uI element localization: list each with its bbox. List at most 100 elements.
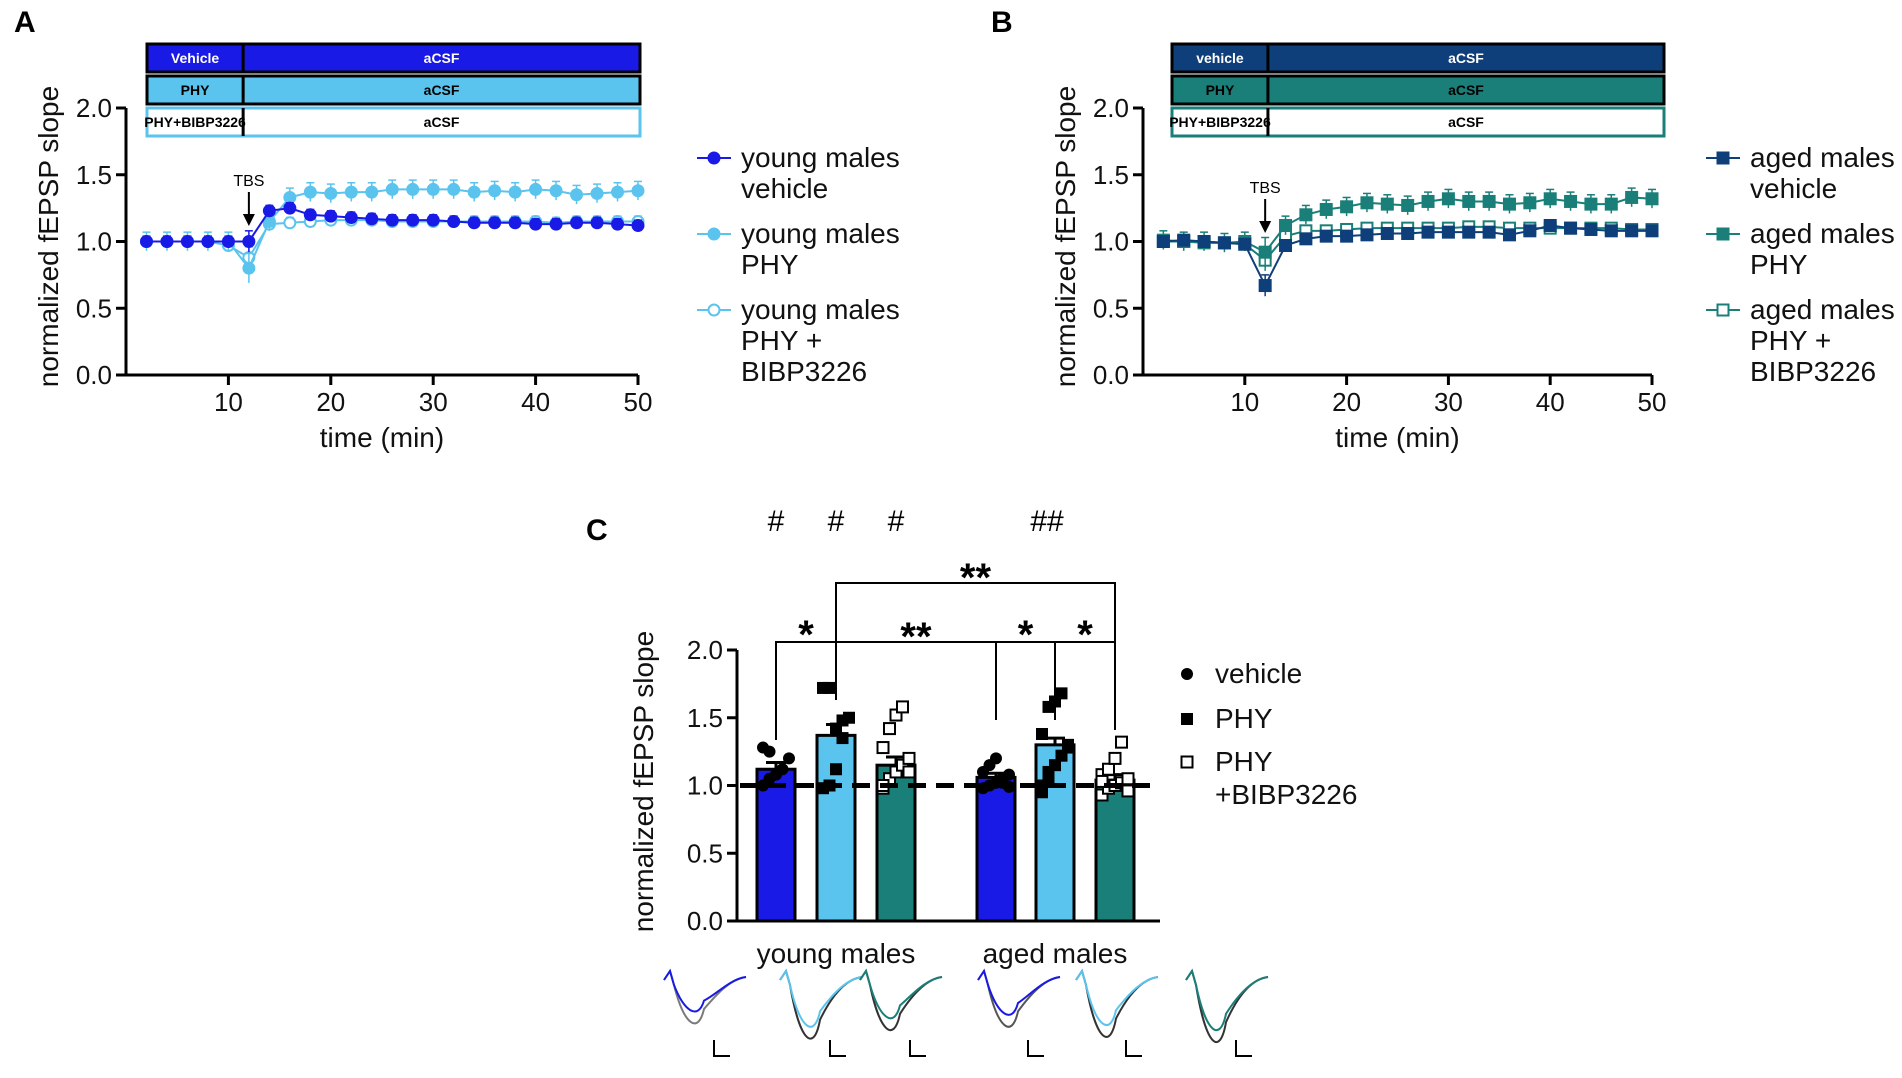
data-point xyxy=(488,216,502,230)
scale-bar xyxy=(829,1040,846,1057)
y-tick-label: 0.5 xyxy=(687,838,723,868)
y-tick-label: 0.5 xyxy=(1093,293,1129,323)
data-point xyxy=(590,216,604,230)
trace xyxy=(1075,968,1159,1026)
data-point xyxy=(1421,225,1435,239)
data-point xyxy=(611,185,625,199)
significance-label: * xyxy=(1018,613,1034,657)
data-point xyxy=(1584,197,1598,211)
x-tick-label: 20 xyxy=(1332,387,1361,417)
data-point xyxy=(1036,728,1048,741)
data-point xyxy=(1156,235,1170,248)
trace xyxy=(859,968,943,1020)
protocol-treatment-label: PHY xyxy=(1206,82,1235,98)
data-point xyxy=(1625,224,1639,238)
data-point xyxy=(1645,224,1659,238)
x-tick-label: 20 xyxy=(316,387,345,417)
y-tick-label: 0.0 xyxy=(687,906,723,936)
data-point xyxy=(823,681,836,694)
data-point xyxy=(590,186,604,200)
legend-label: young males xyxy=(741,294,900,325)
data-point xyxy=(1441,192,1455,206)
data-point xyxy=(529,182,543,196)
y-tick-label: 0.5 xyxy=(76,293,112,323)
data-point xyxy=(1564,221,1578,235)
y-tick-label: 1.5 xyxy=(76,160,112,190)
data-point xyxy=(1462,194,1476,208)
data-point xyxy=(570,216,584,230)
data-point xyxy=(303,185,317,199)
x-tick-label: 30 xyxy=(419,387,448,417)
data-point xyxy=(1115,735,1128,749)
data-point xyxy=(1055,687,1068,700)
x-axis-label: time (min) xyxy=(1335,422,1459,453)
data-point xyxy=(1217,236,1231,250)
legend-label: vehicle xyxy=(741,173,828,204)
data-point xyxy=(324,186,338,200)
data-point xyxy=(883,722,896,736)
legend-marker xyxy=(1716,151,1730,165)
data-point xyxy=(570,188,584,202)
x-tick-label: 10 xyxy=(214,387,243,417)
data-point xyxy=(1319,229,1333,243)
legend-marker xyxy=(1716,303,1730,317)
data-point xyxy=(549,217,563,231)
data-point xyxy=(1523,196,1537,210)
data-point xyxy=(1645,192,1659,206)
protocol-wash-label: aCSF xyxy=(1448,82,1484,98)
data-point xyxy=(1003,768,1015,781)
data-point xyxy=(1299,208,1313,222)
legend-label: aged males xyxy=(1750,218,1895,249)
data-point xyxy=(1042,765,1055,778)
bar xyxy=(815,733,857,923)
tbs-annotation: TBS xyxy=(233,173,264,190)
data-point xyxy=(776,763,789,776)
series-line xyxy=(146,188,639,271)
data-point xyxy=(1258,245,1272,259)
data-point xyxy=(283,190,297,204)
legend-label: PHY xyxy=(1215,746,1273,777)
data-point xyxy=(1523,224,1537,238)
data-point xyxy=(1604,197,1618,211)
y-tick-label: 1.5 xyxy=(687,703,723,733)
legend-label: young males xyxy=(741,218,900,249)
data-point xyxy=(783,752,795,765)
protocol-wash-label: aCSF xyxy=(1448,114,1484,130)
data-point xyxy=(1543,192,1557,206)
data-point xyxy=(508,185,522,199)
y-axis-label: normalized fEPSP slope xyxy=(628,631,659,932)
scale-bar xyxy=(713,1040,730,1057)
data-point xyxy=(221,235,235,248)
bar xyxy=(975,775,1017,923)
data-point xyxy=(201,235,215,248)
trace xyxy=(663,968,747,1025)
data-point xyxy=(1604,224,1618,238)
trace xyxy=(1185,968,1269,1032)
data-point xyxy=(529,217,543,231)
data-point xyxy=(344,185,358,199)
data-point xyxy=(1319,202,1333,216)
data-point xyxy=(283,201,297,215)
data-point xyxy=(1502,228,1516,242)
trace xyxy=(859,968,943,1032)
data-point xyxy=(1564,194,1578,208)
protocol-bar xyxy=(145,106,642,138)
data-point xyxy=(344,210,358,224)
data-point xyxy=(611,217,625,231)
data-point xyxy=(1401,226,1415,240)
data-point xyxy=(1360,228,1374,242)
data-point xyxy=(1299,232,1313,246)
legend-label: +BIBP3226 xyxy=(1215,779,1357,810)
legend-label: BIBP3226 xyxy=(1750,356,1876,387)
x-tick-label: 40 xyxy=(521,387,550,417)
data-point xyxy=(160,235,174,248)
data-point xyxy=(467,216,481,230)
data-point xyxy=(1121,784,1135,798)
group-label: young males xyxy=(757,938,916,969)
y-axis-label: normalized fEPSP slope xyxy=(1050,86,1081,387)
data-point xyxy=(1380,197,1394,211)
data-point xyxy=(303,208,317,222)
trace xyxy=(779,968,863,1028)
data-point xyxy=(1584,222,1598,236)
data-point xyxy=(1340,200,1354,214)
